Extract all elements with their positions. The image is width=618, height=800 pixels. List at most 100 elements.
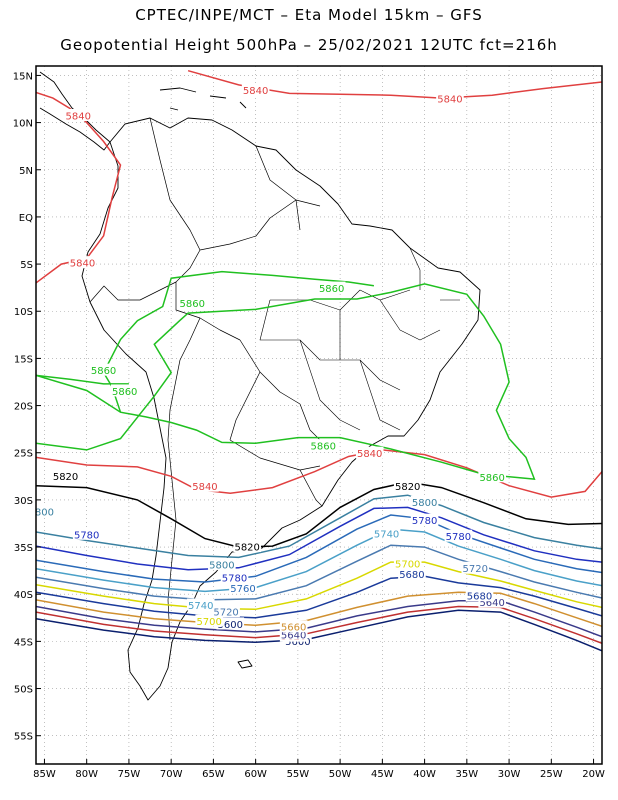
contour-label-bg: [317, 281, 346, 294]
contour-label-5860: 5860: [91, 366, 116, 377]
contour-5700: [36, 561, 602, 611]
contour-label-5840: 5840: [357, 449, 382, 460]
contour-label-5720: 5720: [213, 608, 238, 619]
map-background: [36, 66, 602, 764]
contour-label-5720: 5720: [463, 564, 488, 575]
contour-label-bg: [372, 526, 401, 539]
contour-label-bg: [51, 469, 80, 482]
lat-tick-label: EQ: [19, 213, 33, 224]
contour-label-5840: 5840: [437, 95, 462, 106]
contour-label-5640: 5640: [479, 598, 504, 609]
contour-5600: [36, 609, 602, 652]
contour-label-5860: 5860: [479, 473, 504, 484]
contour-label-bg: [309, 439, 338, 452]
contour-label-5780: 5780: [222, 574, 247, 585]
contour-label-bg: [72, 527, 101, 540]
falkland-islands: [237, 659, 253, 669]
contour-label-5860: 5860: [319, 284, 344, 295]
contour-label-bg: [216, 617, 245, 630]
contour-label-5600: 5600: [218, 620, 243, 631]
contour-label-bg: [465, 589, 494, 602]
contour-label-bg: [186, 598, 215, 611]
contour-label-5820: 5820: [234, 543, 259, 554]
contour-label-5700: 5700: [196, 617, 221, 628]
lat-tick-label: 15S: [14, 354, 33, 365]
contour-label-5800: 5800: [209, 560, 234, 571]
contour-label-5700: 5700: [395, 560, 420, 571]
caribbean-islands: [159, 87, 247, 111]
contour-label-bg: [461, 561, 490, 574]
lon-tick-label: 75W: [118, 769, 141, 780]
contour-label-bg: [393, 557, 422, 570]
contour-5680: [36, 575, 602, 619]
lon-tick-label: 70W: [160, 769, 183, 780]
contour-label-5840: 5840: [70, 259, 95, 270]
south-america-coastline: [81, 117, 481, 701]
lon-tick-label: 55W: [287, 769, 310, 780]
lat-tick-label: 45S: [14, 637, 33, 648]
lat-tick-label: 50S: [14, 685, 33, 696]
contour-label-bg: [36, 505, 56, 518]
contour-label-bg: [241, 83, 270, 96]
contour-label-5860: 5860: [112, 387, 137, 398]
contour-label-5780: 5780: [412, 516, 437, 527]
contour-label-bg: [233, 540, 261, 553]
country-borders: [89, 117, 323, 641]
contour-label-5780: 5780: [74, 530, 99, 541]
contour-label-5660: 5660: [281, 623, 306, 634]
contour-label-bg: [68, 256, 97, 269]
contour-label-5640: 5640: [281, 630, 306, 641]
central-america-outline: [39, 71, 111, 151]
contour-label-bg: [64, 108, 93, 121]
lat-tick-label: 15N: [13, 71, 33, 82]
contour-5760: [36, 514, 602, 583]
lon-tick-label: 40W: [413, 769, 436, 780]
contour-5720: [36, 544, 602, 601]
contour-label-5840: 5840: [243, 86, 268, 97]
lon-tick-label: 20W: [582, 769, 605, 780]
contour-label-bg: [410, 495, 439, 508]
lon-tick-label: 45W: [371, 769, 394, 780]
contour-label-5800: 5800: [412, 498, 437, 509]
contour-5820: [36, 481, 602, 548]
lon-tick-label: 60W: [244, 769, 267, 780]
contour-5620: [36, 605, 602, 645]
contour-label-bg: [393, 479, 422, 492]
contour-label-bg: [220, 571, 249, 584]
brazil-state-borders: [259, 247, 460, 431]
title-line-2: Geopotential Height 500hPa – 25/02/2021 …: [60, 36, 558, 54]
lon-tick-label: 35W: [456, 769, 479, 780]
contour-5780: [36, 506, 602, 571]
lat-tick-label: 5N: [19, 166, 33, 177]
lat-lon-grid: [36, 66, 602, 764]
contour-label-5800: 800: [35, 508, 54, 519]
contour-label-bg: [212, 605, 240, 618]
contour-label-bg: [355, 446, 384, 459]
lat-tick-label: 10N: [13, 119, 33, 130]
contour-label-5860: 5860: [310, 442, 335, 453]
contour-label-5780: 5780: [446, 532, 471, 543]
lat-tick-label: 20S: [14, 402, 33, 413]
contour-label-5600: 5600: [285, 637, 310, 648]
contour-5640: [36, 600, 602, 638]
contour-label-bg: [89, 363, 118, 376]
contour-label-bg: [178, 296, 207, 309]
lat-tick-label: 10S: [14, 307, 33, 318]
contour-labels: 5600560056205640564056605680568057005700…: [35, 83, 506, 648]
lat-tick-label: 5S: [20, 260, 33, 271]
coastlines-and-borders: [39, 71, 481, 701]
lat-tick-label: 35S: [14, 543, 33, 554]
contour-label-5740: 5740: [374, 529, 399, 540]
contour-label-bg: [110, 384, 139, 397]
lat-tick-label: 30S: [14, 496, 33, 507]
contour-label-bg: [398, 567, 426, 580]
contour-5860: [36, 374, 129, 385]
contour-label-5820: 5820: [53, 472, 78, 483]
contour-label-bg: [279, 620, 308, 633]
lon-tick-label: 80W: [75, 769, 98, 780]
lon-tick-label: 30W: [498, 769, 521, 780]
map-frame: [35, 65, 603, 765]
lat-tick-label: 25S: [14, 449, 33, 460]
contour-label-5740: 5740: [188, 601, 213, 612]
